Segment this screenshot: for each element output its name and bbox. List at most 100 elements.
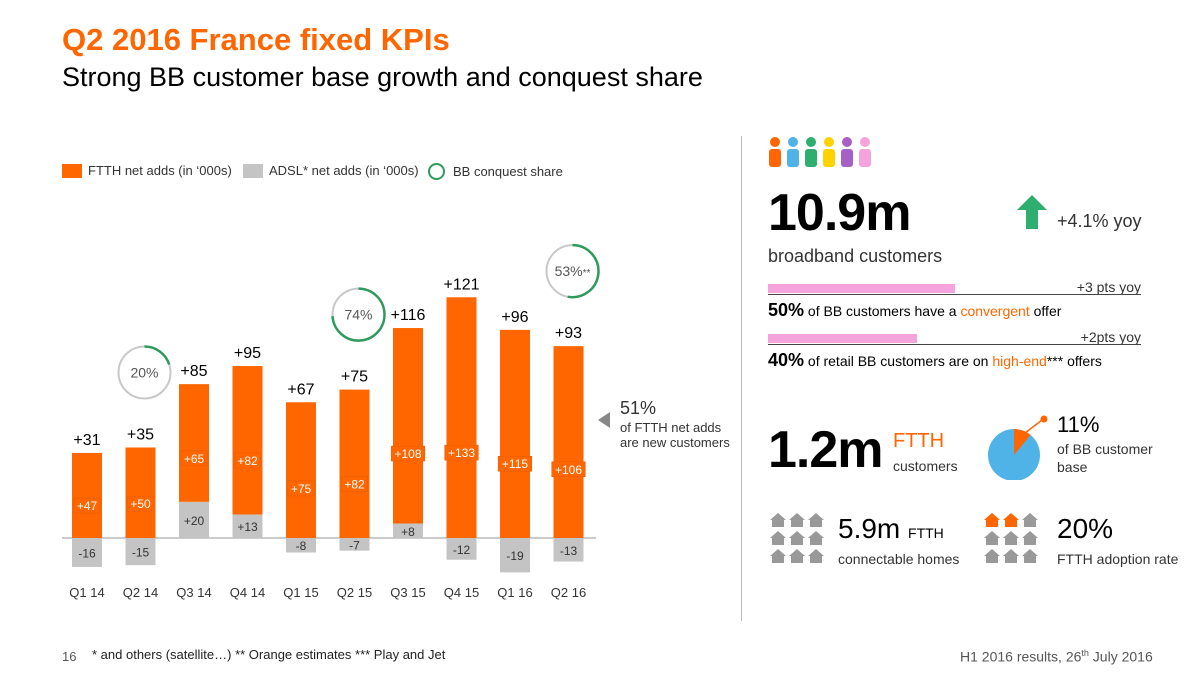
total-label: +95 [234, 345, 261, 362]
ftth-bar [446, 297, 477, 538]
total-label: +35 [127, 427, 154, 444]
highend-stat: 40% of retail BB customers are on high-e… [768, 350, 1102, 371]
highend-bar [768, 334, 917, 343]
bb-customers-value: 10.9m [768, 184, 911, 242]
convergent-highlight: convergent [960, 303, 1030, 319]
adsl-value-label: +20 [184, 514, 205, 528]
bar-chart: +47 -16 +31 Q1 14 +50 -15 +35 Q2 14 +65 +20 +85 Q3 … [62, 243, 600, 600]
conquest-share-label: 74% [344, 307, 372, 323]
ftth-bar [393, 328, 423, 524]
legend-conquest-ring [428, 163, 445, 180]
x-tick-label: Q1 14 [69, 585, 104, 600]
adoption-label: FTTH adoption rate [1057, 551, 1179, 567]
ftth-value-label: +106 [555, 463, 582, 477]
x-tick-label: Q2 15 [337, 585, 372, 600]
ftth-value-label: +133 [448, 446, 475, 460]
ftth-value-label: +115 [502, 457, 528, 471]
x-tick-label: Q2 16 [551, 585, 586, 600]
callout-arrow-icon [598, 412, 610, 428]
houses-icon [770, 513, 824, 563]
people-icon [769, 137, 871, 167]
adsl-value-label: -8 [296, 539, 307, 553]
ftth-label-box [390, 445, 426, 462]
legend-conquest: BB conquest share [428, 163, 563, 180]
ftth-label-box [287, 480, 315, 497]
event-pre: H1 2016 results, 26 [960, 648, 1082, 665]
ftth-customers-value: 1.2m [768, 421, 884, 479]
pie-slice-ftth [1014, 429, 1031, 455]
footnotes: * and others (satellite…) ** Orange esti… [92, 647, 446, 662]
total-label: +31 [73, 432, 100, 449]
adsl-bar [232, 514, 263, 538]
adsl-value-label: -12 [453, 543, 471, 557]
conquest-ring-arc [144, 345, 171, 365]
highend-stars: *** [1046, 353, 1064, 369]
total-label: +85 [180, 363, 207, 380]
ftth-bar [339, 389, 370, 538]
ftth-bar [72, 452, 102, 538]
ftth-value-label: +75 [291, 482, 312, 496]
ftth-label-box [127, 495, 154, 512]
bb-customers-label: broadband customers [768, 246, 943, 266]
ftth-bar [179, 384, 209, 502]
ftth-bar [553, 346, 584, 538]
convergent-stat: 50% of BB customers have a convergent of… [768, 300, 1061, 321]
adsl-value-label: -19 [506, 549, 524, 563]
ftth-label-box [234, 452, 261, 469]
adsl-bar [393, 523, 423, 538]
x-tick-label: Q4 14 [230, 585, 265, 600]
legend-ftth: FTTH net adds (in ‘000s) [62, 163, 232, 178]
highend-highlight: high-end [992, 353, 1047, 369]
total-label: +75 [341, 369, 368, 386]
legend-adsl-swatch [243, 163, 263, 178]
total-label: +96 [501, 309, 528, 326]
x-tick-label: Q3 15 [390, 585, 425, 600]
highend-pct: 40% [768, 350, 805, 370]
bb-yoy: +4.1% yoy [1057, 211, 1142, 231]
adsl-bar [286, 538, 316, 553]
adoption-houses-icon [984, 513, 1038, 563]
ftth-bar [286, 402, 316, 538]
adsl-bar [72, 538, 102, 567]
x-tick-label: Q3 14 [176, 585, 211, 600]
adsl-value-label: +8 [401, 525, 415, 539]
arrow-up-icon [1017, 195, 1047, 229]
adsl-bar [339, 538, 370, 551]
connectable-unit: FTTH [908, 525, 944, 541]
convergent-pts: +3 pts yoy [1076, 279, 1141, 295]
callout-desc-line1: of FTTH net adds [620, 420, 722, 435]
ftth-label-box [444, 444, 479, 461]
callout-desc: of FTTH net adds are new customers [620, 420, 730, 450]
ftth-share-desc: of BB customer base [1057, 440, 1177, 476]
adsl-value-label: -13 [560, 544, 578, 558]
conquest-ring-arc [567, 243, 600, 299]
adsl-bar [179, 501, 209, 538]
x-tick-label: Q1 16 [497, 585, 532, 600]
callout-desc-line2: are new customers [620, 435, 730, 450]
x-tick-label: Q1 15 [283, 585, 318, 600]
conquest-share-label: 20% [130, 365, 158, 381]
ftth-label-box [180, 450, 208, 467]
highend-pts: +2pts yoy [1080, 329, 1141, 345]
ftth-bar [125, 447, 156, 538]
adsl-bar [553, 538, 584, 562]
ftth-value-label: +82 [237, 454, 258, 468]
ftth-value-label: +65 [184, 452, 205, 466]
callout-pct: 51% [620, 398, 657, 418]
adsl-value-label: -16 [78, 546, 96, 560]
legend-adsl: ADSL* net adds (in ‘000s) [243, 163, 419, 178]
convergent-text-pre: of BB customers have a [807, 303, 957, 319]
pie-leader-dot [1040, 415, 1048, 423]
conquest-share-suffix: ** [583, 268, 591, 279]
ftth-bar [500, 329, 530, 538]
adsl-bar [125, 538, 156, 566]
ftth-label-box [341, 476, 368, 492]
adsl-value-label: -7 [349, 538, 360, 552]
ftth-share-line1: of BB customer [1057, 441, 1153, 457]
page-number: 16 [62, 649, 77, 664]
convergent-rule [768, 294, 1141, 295]
ftth-label-box [551, 461, 586, 478]
x-tick-label: Q4 15 [444, 585, 479, 600]
page-subtitle: Strong BB customer base growth and conqu… [62, 62, 703, 92]
ftth-value-label: +50 [130, 497, 151, 511]
